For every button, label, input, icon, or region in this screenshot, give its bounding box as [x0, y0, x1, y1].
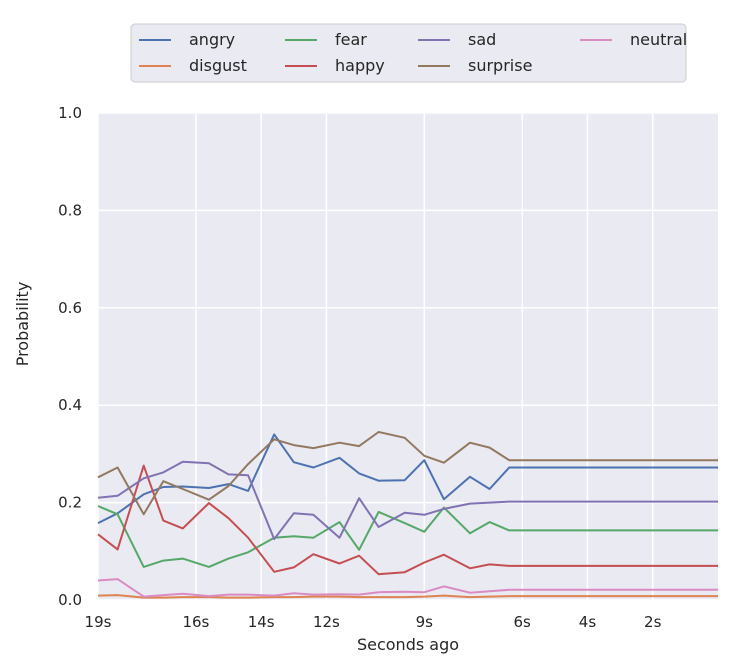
series-line-disgust [97, 594, 718, 599]
y-tick-label: 0.0 [58, 591, 82, 609]
grid-lines [97, 112, 718, 601]
x-tick-label: 16s [182, 613, 209, 631]
series-line-sad [97, 460, 718, 541]
x-tick-label: 6s [514, 613, 532, 631]
series-line-surprise [97, 431, 718, 516]
y-tick-label: 0.8 [58, 201, 82, 219]
y-axis-label: Probability [13, 282, 32, 367]
x-tick-label: 14s [248, 613, 275, 631]
y-tick-label: 1.0 [58, 104, 82, 122]
y-tick-label: 0.2 [58, 494, 82, 512]
legend-box [130, 23, 687, 83]
legend-label-angry: angry [189, 30, 235, 49]
x-tick-label: 19s [85, 613, 112, 631]
y-tick-label: 0.4 [58, 396, 82, 414]
series-line-happy [97, 464, 718, 576]
legend-label-disgust: disgust [189, 56, 247, 75]
x-tick-label: 12s [313, 613, 340, 631]
plot-background [98, 113, 718, 600]
y-tick-label: 0.6 [58, 299, 82, 317]
series-line-neutral [97, 578, 718, 598]
y-tick-labels: 0.0 0.2 0.4 0.6 0.8 1.0 [58, 104, 82, 609]
x-tick-label: 4s [579, 613, 597, 631]
legend: angry disgust fear happy sad surprise neutral [130, 23, 687, 83]
legend-label-neutral: neutral [630, 30, 687, 49]
legend-label-surprise: surprise [468, 56, 532, 75]
legend-label-happy: happy [335, 56, 385, 75]
x-axis-label: Seconds ago [357, 635, 459, 654]
series-line-fear [97, 505, 718, 568]
x-tick-label: 2s [644, 613, 662, 631]
legend-label-fear: fear [335, 30, 367, 49]
legend-label-sad: sad [468, 30, 496, 49]
x-tick-labels: 19s 16s 14s 12s 9s 6s 4s 2s [85, 613, 662, 631]
series-line-angry [97, 433, 718, 524]
x-tick-label: 9s [416, 613, 434, 631]
series-lines [97, 431, 718, 599]
